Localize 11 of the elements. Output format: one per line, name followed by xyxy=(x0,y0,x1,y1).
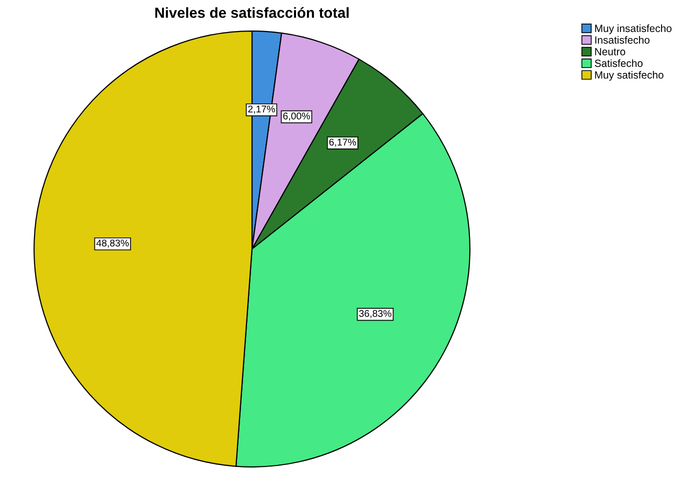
data-label: 36,83% xyxy=(359,310,392,318)
legend-label: Neutro xyxy=(595,48,626,56)
legend-label: Satisfecho xyxy=(594,59,643,67)
legend-label: Muy satisfecho xyxy=(595,70,664,81)
chart-title: Niveles de satisfacción total xyxy=(155,7,349,18)
data-label: 48,83% xyxy=(96,240,129,248)
legend-label: Muy insatisfecho xyxy=(595,24,672,34)
data-label: 6,17% xyxy=(329,138,356,147)
data-label: 6,00% xyxy=(283,112,310,121)
data-label: 2,17% xyxy=(248,106,275,114)
legend-label: Insatisfecho xyxy=(595,36,650,44)
